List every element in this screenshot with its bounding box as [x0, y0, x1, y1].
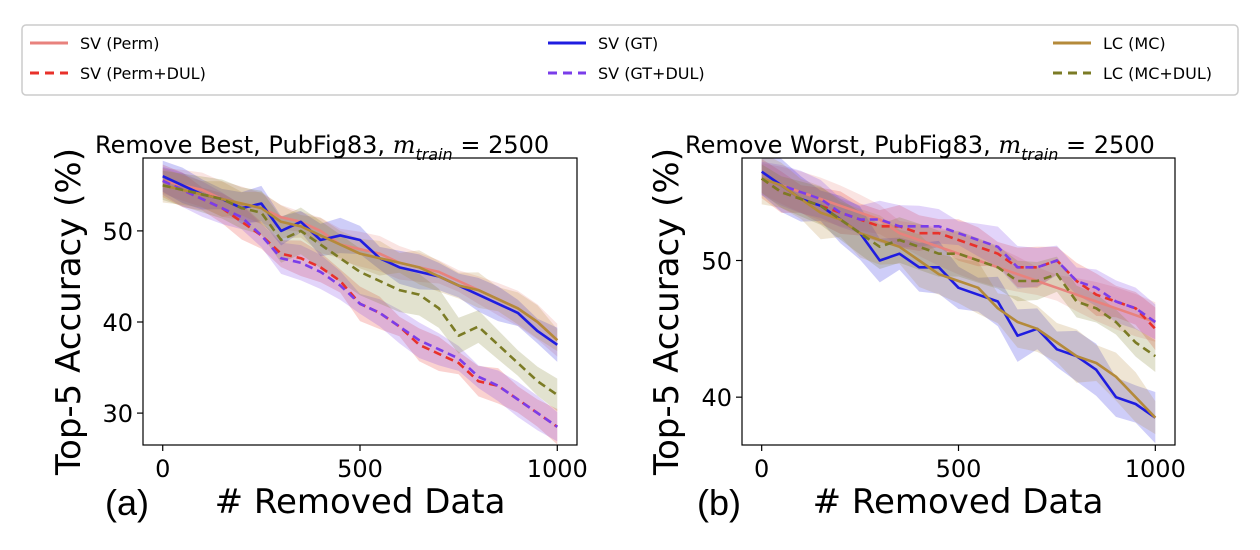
panel-b-band-lc-mc: [761, 158, 1156, 435]
panel-b-xtick-label-0: 0: [754, 455, 769, 483]
panel-b-xtick-label-1000: 1000: [1125, 455, 1186, 483]
panel-a-band-lc-mc: [162, 168, 558, 352]
panel-a-series-lc-mc: [162, 184, 559, 342]
panel-b-y-axis-label: Top-5 Accuracy (%): [647, 148, 687, 476]
panel-a-title-suffix: = 2500: [453, 131, 549, 159]
panel-a-band-lc-mc-dul: [162, 170, 558, 412]
panel-a-title-var: m: [393, 131, 416, 159]
panel-a-title-prefix: Remove Best, PubFig83,: [95, 131, 393, 159]
legend-label-lc-mc-dul: LC (MC+DUL): [1103, 64, 1212, 83]
panel-b-label: (b): [697, 482, 741, 523]
panel-a-x-axis-label: # Removed Data: [215, 482, 506, 522]
panel-b-series-lc-mc: [761, 177, 1157, 419]
panel-a-label: (a): [105, 482, 149, 523]
legend-label-lc-mc: LC (MC): [1103, 34, 1166, 53]
panel-a-ytick-label-40: 40: [102, 309, 133, 337]
panel-b-title: Remove Worst, PubFig83, mtrain = 2500: [685, 131, 1155, 164]
panel-b-series-sv-perm-dul: [760, 177, 1157, 330]
panel-a-lines: [162, 175, 559, 428]
panel-b-title-sub: train: [1021, 145, 1058, 164]
panel-b: 0 500 1000 40 50 Remove Worst, PubFig83, mtr…: [647, 131, 1186, 523]
legend-label-sv-gt: SV (GT): [598, 34, 658, 53]
panel-b-ytick-label-50: 50: [701, 248, 732, 276]
panel-b-xtick-label-500: 500: [936, 455, 982, 483]
legend-frame: [21, 24, 1239, 96]
panel-a-series-sv-gt-dul: [162, 179, 559, 428]
panel-b-title-prefix: Remove Worst, PubFig83,: [685, 131, 998, 159]
panel-a-band-sv-perm: [162, 168, 558, 357]
panel-b-series-sv-perm: [761, 177, 1156, 324]
panel-b-band-sv-gt: [761, 158, 1156, 444]
panel-b-band-sv-gt-dul: [761, 161, 1156, 340]
panel-b-series-sv-gt: [760, 170, 1157, 419]
panel-b-ytick-label-40: 40: [701, 384, 732, 412]
panel-b-band-lc-mc-dul: [761, 164, 1156, 373]
panel-a-band-sv-gt: [162, 160, 558, 362]
panel-b-lines: [760, 170, 1157, 419]
panel-a: 0 500 1000 30 40 50 Remove Best, PubFig83, mt…: [49, 131, 588, 523]
panel-b-ticks: 0 500 1000 40 50: [701, 248, 1185, 484]
legend-label-sv-perm-dul: SV (Perm+DUL): [80, 64, 206, 83]
panel-a-ytick-label-30: 30: [102, 400, 133, 428]
panel-a-title: Remove Best, PubFig83, mtrain = 2500: [95, 131, 549, 164]
panel-a-y-axis-label: Top-5 Accuracy (%): [49, 148, 89, 476]
panel-a-xtick-label-1000: 1000: [527, 455, 588, 483]
panel-b-series-sv-gt-dul: [761, 177, 1157, 324]
panel-a-xtick-label-500: 500: [337, 455, 383, 483]
panel-a-xtick-label-0: 0: [155, 455, 170, 483]
legend: SV (Perm) SV (Perm+DUL) SV (GT) SV (GT+DUL)…: [21, 24, 1239, 96]
panel-b-title-suffix: = 2500: [1058, 131, 1154, 159]
panel-a-ticks: 0 500 1000 30 40 50: [102, 218, 587, 483]
legend-label-sv-perm: SV (Perm): [80, 34, 159, 53]
panel-a-title-sub: train: [415, 145, 452, 164]
panel-a-ytick-label-50: 50: [102, 218, 133, 246]
legend-label-sv-gt-dul: SV (GT+DUL): [598, 64, 705, 83]
panel-b-title-var: m: [998, 131, 1021, 159]
panel-a-series-lc-mc-dul: [162, 184, 559, 396]
panel-b-x-axis-label: # Removed Data: [813, 482, 1104, 522]
